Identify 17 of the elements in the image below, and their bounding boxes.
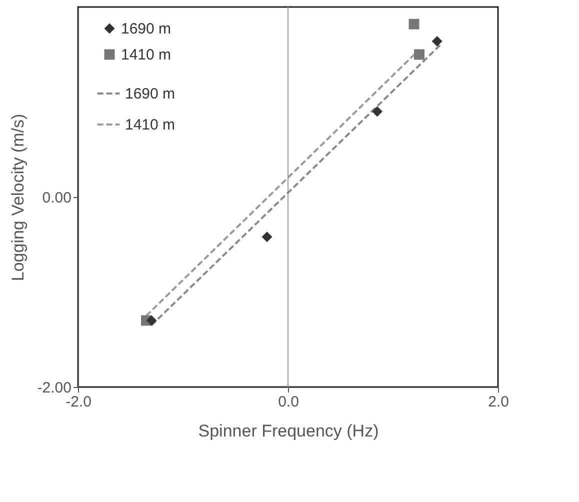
x-tick-label: 0.0 bbox=[278, 394, 299, 410]
legend-label: 1410 m bbox=[121, 46, 172, 64]
legend-label: 1690 m bbox=[121, 20, 172, 38]
point bbox=[146, 315, 157, 326]
y-tick-label: -2.00 bbox=[37, 380, 72, 396]
point bbox=[372, 106, 382, 117]
legend-label: 1410 m bbox=[125, 116, 176, 134]
point bbox=[262, 232, 272, 242]
point bbox=[414, 49, 424, 60]
y-tick-label: 0.00 bbox=[42, 190, 72, 206]
legend-label: 1690 m bbox=[125, 86, 176, 102]
x-tick-label: -2.0 bbox=[66, 394, 92, 410]
point bbox=[408, 18, 420, 30]
y-axis-title: Logging Velocity (m/s) bbox=[8, 114, 28, 282]
point bbox=[432, 36, 442, 46]
x-tick-label: 2.0 bbox=[488, 394, 509, 410]
x-axis-title: Spinner Frequency (Hz) bbox=[198, 422, 379, 440]
